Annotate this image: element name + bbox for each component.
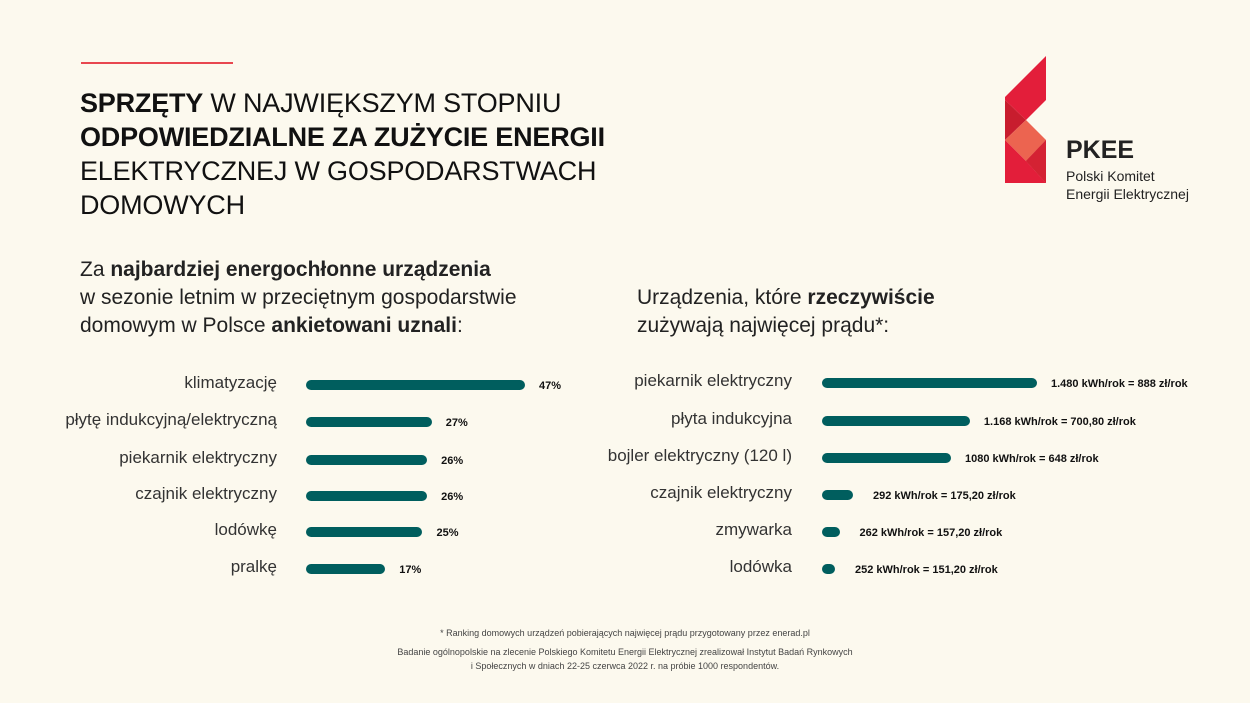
bar xyxy=(306,527,423,537)
data-label: 47% xyxy=(539,380,562,392)
data-label: 292 kWh/rok = 175,20 zł/rok xyxy=(873,490,1016,502)
title-rest-1: W NAJWIĘKSZYM STOPNIU xyxy=(203,88,562,118)
logo-name-line1: Polski Komitet xyxy=(1066,168,1155,184)
category-label: zmywarka xyxy=(715,520,792,539)
data-label: 27% xyxy=(445,417,468,429)
data-label: 25% xyxy=(436,527,459,539)
category-label: klimatyzację xyxy=(184,373,277,392)
page-title: SPRZĘTY W NAJWIĘKSZYM STOPNIU ODPOWIEDZI… xyxy=(80,86,605,222)
accent-line xyxy=(81,62,233,64)
data-label: 17% xyxy=(399,564,422,576)
data-label: 1080 kWh/rok = 648 zł/rok xyxy=(965,453,1099,465)
heading-bold: ankietowani uznali xyxy=(271,314,457,337)
bar xyxy=(822,453,951,463)
bar xyxy=(822,564,835,574)
data-label: 252 kWh/rok = 151,20 zł/rok xyxy=(855,564,998,576)
data-label: 1.168 kWh/rok = 700,80 zł/rok xyxy=(983,416,1136,428)
data-label: 26% xyxy=(441,491,464,503)
category-label: płyta indukcyjna xyxy=(671,409,792,428)
pkee-logo-icon xyxy=(1005,56,1046,183)
bar xyxy=(306,564,386,574)
category-label: piekarnik elektryczny xyxy=(119,448,277,467)
source-line-2: i Społecznych w dniach 22-25 czerwca 202… xyxy=(470,661,780,671)
title-line-4: DOMOWYCH xyxy=(80,190,245,220)
data-label: 262 kWh/rok = 157,20 zł/rok xyxy=(859,527,1003,539)
left-chart-heading: Za najbardziej energochłonne urządzenia … xyxy=(80,256,517,340)
title-bold-2: ODPOWIEDZIALNE ZA ZUŻYCIE ENERGII xyxy=(80,122,605,152)
category-label: lodówka xyxy=(729,557,792,576)
source-line-1: Badanie ogólnopolskie na zlecenie Polski… xyxy=(397,647,853,657)
category-label: płytę indukcyjną/elektryczną xyxy=(65,410,277,429)
data-label: 1.480 kWh/rok = 888 zł/rok xyxy=(1051,378,1188,390)
category-label: pralkę xyxy=(230,557,277,576)
heading-text: Za xyxy=(80,258,111,281)
heading-bold: najbardziej energochłonne urządzenia xyxy=(110,258,491,281)
heading-bold: rzeczywiście xyxy=(807,286,935,309)
bar xyxy=(822,416,970,426)
bar xyxy=(306,417,432,427)
category-label: lodówkę xyxy=(214,520,277,539)
source-note: Badanie ogólnopolskie na zlecenie Polski… xyxy=(325,645,925,673)
bar xyxy=(822,527,840,537)
right-chart-heading: Urządzenia, które rzeczywiście zużywają … xyxy=(637,284,935,340)
category-label: bojler elektryczny (120 l) xyxy=(607,446,792,465)
bar xyxy=(306,455,428,465)
bar xyxy=(306,491,428,501)
logo-acronym: PKEE xyxy=(1066,136,1135,164)
heading-text: : xyxy=(456,314,463,337)
logo-name: Polski Komitet Energii Elektrycznej xyxy=(1066,167,1189,203)
heading-text: domowym w Polsce xyxy=(80,314,272,337)
heading-text: Urządzenia, które xyxy=(637,286,808,309)
bar xyxy=(822,378,1037,388)
title-line-3: ELEKTRYCZNEJ W GOSPODARSTWACH xyxy=(80,156,597,186)
logo-name-line2: Energii Elektrycznej xyxy=(1066,186,1189,202)
heading-text: zużywają najwięcej prądu*: xyxy=(637,314,890,337)
footnote: * Ranking domowych urządzeń pobierającyc… xyxy=(440,628,810,638)
data-label: 26% xyxy=(441,455,464,467)
category-label: piekarnik elektryczny xyxy=(634,371,792,390)
bar xyxy=(822,490,853,500)
bar xyxy=(306,380,525,390)
category-label: czajnik elektryczny xyxy=(135,484,277,503)
heading-text: w sezonie letnim w przeciętnym gospodars… xyxy=(80,286,517,309)
title-bold-1: SPRZĘTY xyxy=(80,88,204,118)
category-label: czajnik elektryczny xyxy=(650,483,792,502)
